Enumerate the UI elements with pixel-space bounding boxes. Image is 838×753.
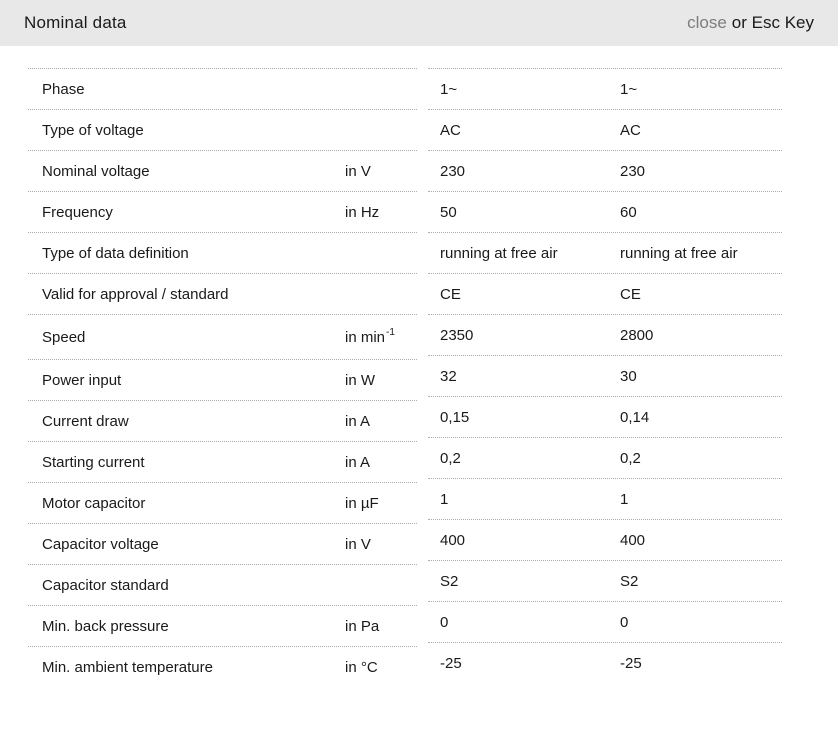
row-value: running at free air xyxy=(620,244,738,262)
row-label: Capacitor voltage xyxy=(42,535,159,553)
modal-header: Nominal data close or Esc Key xyxy=(0,0,838,46)
row-label: Phase xyxy=(42,80,85,98)
table-row: 2350 2800 xyxy=(428,314,782,355)
esc-key-hint: or Esc Key xyxy=(731,13,814,32)
row-value: 230 xyxy=(620,162,646,180)
row-label: Starting current xyxy=(42,453,145,471)
labels-table: Phase Type of voltage Nominal voltage in… xyxy=(28,68,417,687)
row-label: Valid for approval / standard xyxy=(42,285,229,303)
row-label: Motor capacitor xyxy=(42,494,146,512)
table-row: Nominal voltage in V xyxy=(28,150,417,191)
row-label: Nominal voltage xyxy=(42,162,150,180)
row-label: Min. back pressure xyxy=(42,617,169,635)
row-value: 2800 xyxy=(620,326,654,344)
row-value: 50 xyxy=(440,203,457,221)
row-unit: in V xyxy=(345,163,371,180)
table-row: Speed in min-1 xyxy=(28,314,417,359)
table-row: Min. ambient temperature in °C xyxy=(28,646,417,687)
row-value: running at free air xyxy=(440,244,558,262)
row-label: Current draw xyxy=(42,412,129,430)
row-value: 1~ xyxy=(620,80,638,98)
row-value: 60 xyxy=(620,203,637,221)
row-unit: in °C xyxy=(345,659,378,676)
row-unit: in min-1 xyxy=(345,327,395,346)
table-row: 32 30 xyxy=(428,355,782,396)
table-row: 1 1 xyxy=(428,478,782,519)
row-value: AC xyxy=(620,121,641,139)
table-row: running at free air running at free air xyxy=(428,232,782,273)
row-unit: in µF xyxy=(345,495,379,512)
page-title: Nominal data xyxy=(24,13,127,32)
table-row: Starting current in A xyxy=(28,441,417,482)
row-label: Type of data definition xyxy=(42,244,189,262)
row-value: 1 xyxy=(620,490,629,508)
table-row: Capacitor voltage in V xyxy=(28,523,417,564)
row-value: 32 xyxy=(440,367,457,385)
row-value: 0 xyxy=(440,613,449,631)
row-value: 1 xyxy=(440,490,449,508)
table-row: Valid for approval / standard xyxy=(28,273,417,314)
nominal-data-table: Phase Type of voltage Nominal voltage in… xyxy=(0,68,838,687)
row-label: Power input xyxy=(42,371,122,389)
row-unit: in A xyxy=(345,454,371,471)
row-value: 230 xyxy=(440,162,466,180)
row-value: -25 xyxy=(620,654,642,672)
row-value: 30 xyxy=(620,367,637,385)
row-value: AC xyxy=(440,121,461,139)
row-value: 2350 xyxy=(440,326,474,344)
row-value: 0,15 xyxy=(440,408,470,426)
table-row: Motor capacitor in µF xyxy=(28,482,417,523)
table-row: S2 S2 xyxy=(428,560,782,601)
row-value: 0 xyxy=(620,613,629,631)
row-unit: in V xyxy=(345,536,371,553)
table-row: Frequency in Hz xyxy=(28,191,417,232)
close-controls: close or Esc Key xyxy=(687,13,814,33)
row-unit: in A xyxy=(345,413,371,430)
table-row: Min. back pressure in Pa xyxy=(28,605,417,646)
table-row: 1~ 1~ xyxy=(428,68,782,109)
table-row: 0,15 0,14 xyxy=(428,396,782,437)
row-value: S2 xyxy=(620,572,639,590)
row-value: 0,2 xyxy=(440,449,461,467)
row-label: Capacitor standard xyxy=(42,576,169,594)
table-row: Type of voltage xyxy=(28,109,417,150)
table-row: AC AC xyxy=(428,109,782,150)
table-row: CE CE xyxy=(428,273,782,314)
row-value: CE xyxy=(440,285,461,303)
row-value: S2 xyxy=(440,572,459,590)
row-unit: in W xyxy=(345,372,375,389)
row-value: 1~ xyxy=(440,80,458,98)
table-row: 50 60 xyxy=(428,191,782,232)
table-row: 230 230 xyxy=(428,150,782,191)
table-row: 0 0 xyxy=(428,601,782,642)
row-unit: in Hz xyxy=(345,204,380,221)
table-row: 400 400 xyxy=(428,519,782,560)
table-row: Phase xyxy=(28,68,417,109)
row-value: 400 xyxy=(620,531,646,549)
table-row: -25 -25 xyxy=(428,642,782,683)
row-label: Type of voltage xyxy=(42,121,144,139)
table-row: Type of data definition xyxy=(28,232,417,273)
close-button[interactable]: close xyxy=(687,13,727,32)
row-value: 0,2 xyxy=(620,449,641,467)
table-row: Power input in W xyxy=(28,359,417,400)
table-row: Current draw in A xyxy=(28,400,417,441)
table-row: 0,2 0,2 xyxy=(428,437,782,478)
values-table: 1~ 1~ AC AC 230 230 50 60 running at fre… xyxy=(428,68,782,683)
row-value: 0,14 xyxy=(620,408,650,426)
row-unit: in Pa xyxy=(345,618,380,635)
row-value: -25 xyxy=(440,654,462,672)
table-row: Capacitor standard xyxy=(28,564,417,605)
row-label: Frequency xyxy=(42,203,113,221)
row-label: Min. ambient temperature xyxy=(42,658,213,676)
row-value: CE xyxy=(620,285,641,303)
row-value: 400 xyxy=(440,531,466,549)
row-label: Speed xyxy=(42,328,86,346)
